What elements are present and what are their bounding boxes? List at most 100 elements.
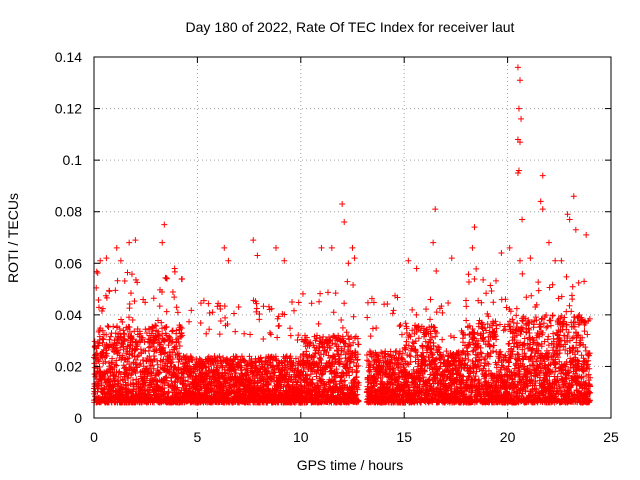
data-point [389, 310, 396, 317]
data-point [267, 331, 274, 338]
data-point [433, 309, 440, 316]
data-point [490, 299, 497, 306]
data-point [206, 310, 213, 317]
data-point [299, 290, 306, 297]
data-point [156, 332, 163, 339]
data-point [364, 314, 371, 321]
data-point [179, 275, 186, 282]
data-point [128, 271, 135, 278]
data-point [330, 309, 337, 316]
data-point [127, 290, 134, 297]
data-point [112, 342, 119, 349]
data-point [95, 304, 102, 311]
data-point [463, 303, 470, 310]
data-point [308, 300, 315, 307]
data-point [493, 277, 500, 284]
data-point [119, 319, 126, 326]
data-point [230, 310, 237, 317]
data-point [488, 287, 495, 294]
data-point [111, 377, 118, 384]
data-point [163, 377, 170, 384]
data-point [158, 351, 165, 358]
data-point [109, 359, 116, 366]
data-point [158, 288, 165, 295]
data-point [165, 381, 172, 388]
data-point [241, 330, 248, 337]
data-point [167, 334, 174, 341]
data-point [155, 370, 162, 377]
data-point [138, 350, 145, 357]
data-point [177, 324, 184, 331]
data-point [462, 297, 469, 304]
data-point [317, 355, 324, 362]
data-point [350, 313, 357, 320]
data-point [451, 334, 458, 341]
data-point [112, 373, 119, 380]
data-point [354, 367, 361, 374]
data-point [137, 360, 144, 367]
data-point [232, 328, 239, 335]
data-point [103, 294, 110, 301]
data-point [206, 326, 213, 333]
data-point [105, 343, 112, 350]
data-point [222, 314, 229, 321]
data-point [140, 357, 147, 364]
data-point [235, 304, 242, 311]
data-point [127, 342, 134, 349]
data-point [126, 345, 133, 352]
data-point [114, 323, 121, 330]
data-point [136, 362, 143, 369]
data-point [113, 362, 120, 369]
data-point [116, 368, 123, 375]
data-point [253, 305, 260, 312]
data-point [139, 334, 146, 341]
data-point [373, 325, 380, 332]
data-point [291, 307, 298, 314]
data-point [483, 290, 490, 297]
data-point [132, 370, 139, 377]
data-point [163, 275, 170, 282]
data-point [338, 317, 345, 324]
data-point [266, 329, 273, 336]
data-point [160, 378, 167, 385]
data-point [216, 331, 223, 338]
data-point [123, 382, 130, 389]
data-point [145, 391, 152, 398]
data-point [163, 323, 170, 330]
data-point [162, 324, 169, 331]
data-point [173, 345, 180, 352]
data-point [125, 355, 132, 362]
data-point [397, 322, 404, 329]
data-point [274, 334, 281, 341]
data-point [217, 318, 224, 325]
data-point [132, 276, 139, 283]
data-point [114, 277, 121, 284]
data-point [427, 296, 434, 303]
data-point [260, 303, 267, 310]
data-point [146, 326, 153, 333]
data-point [413, 311, 420, 318]
data-point [148, 370, 155, 377]
data-point [95, 357, 102, 364]
data-point [91, 364, 98, 371]
data-point [465, 278, 472, 285]
data-point [105, 323, 112, 330]
data-point [445, 300, 452, 307]
data-point [129, 316, 136, 323]
data-point [115, 349, 122, 356]
data-point [153, 322, 160, 329]
data-point [158, 319, 165, 326]
data-point [339, 324, 346, 331]
data-point [163, 308, 170, 315]
data-point [96, 358, 103, 365]
data-point [350, 281, 357, 288]
data-point [118, 316, 125, 323]
data-point [102, 358, 109, 365]
data-point [156, 303, 163, 310]
data-point [106, 336, 113, 343]
data-point [315, 320, 322, 327]
data-point [150, 365, 157, 372]
data-point [125, 375, 132, 382]
data-point [289, 298, 296, 305]
data-points [90, 64, 594, 406]
